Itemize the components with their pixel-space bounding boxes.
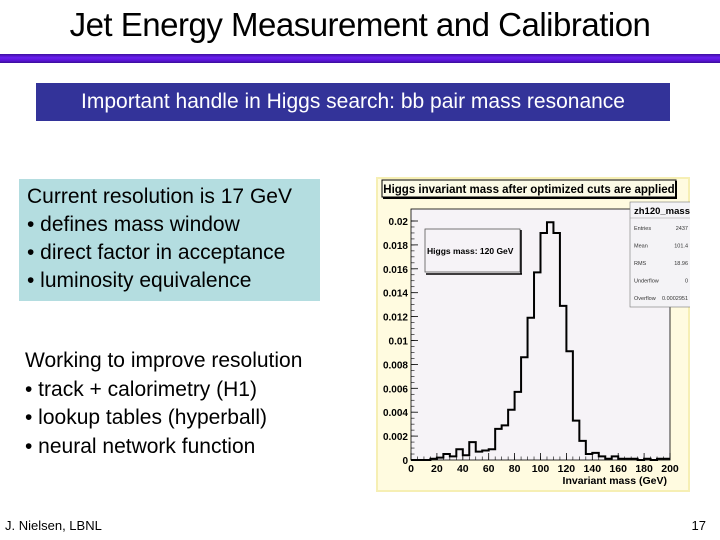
y-tick-label: 0.02: [389, 217, 409, 228]
x-tick-label: 60: [483, 463, 495, 475]
stats-value: 0: [685, 279, 688, 285]
x-tick-label: 180: [635, 463, 653, 475]
x-tick-label: 40: [457, 463, 469, 475]
improvement-heading: Working to improve resolution: [25, 349, 303, 372]
stats-box: zh120_mass Entries 2437 Mean 101.4 RMS 18.96 U…: [629, 201, 690, 308]
x-tick-label: 160: [609, 463, 627, 475]
annotation-text: Higgs mass: 120 GeV: [427, 246, 514, 256]
page-number: 17: [691, 518, 706, 533]
x-tick-label: 140: [584, 463, 602, 475]
bullet-item: • lookup tables (hyperball): [25, 406, 267, 429]
chart-title: Higgs invariant mass after optimized cut…: [383, 184, 674, 196]
x-tick-label: 80: [509, 463, 521, 475]
stats-name: zh120_mass: [634, 206, 690, 217]
stats-value: 2437: [676, 226, 688, 232]
bullet-item: • track + calorimetry (H1): [25, 377, 257, 401]
y-tick-label: 0.012: [383, 313, 408, 324]
footer-author: J. Nielsen, LBNL: [5, 518, 102, 533]
y-tick-label: 0.01: [389, 337, 409, 348]
y-tick-label: 0.016: [383, 265, 408, 276]
x-tick-label: 200: [661, 463, 679, 475]
y-tick-label: 0.018: [383, 241, 408, 252]
histogram-chart: Higgs invariant mass after optimized cut…: [376, 177, 690, 492]
histogram-line: [411, 221, 670, 461]
x-tick-label: 100: [532, 463, 550, 475]
stats-label: RMS: [634, 261, 647, 267]
stats-label: Underflow: [634, 279, 659, 285]
y-tick-label: 0.004: [383, 408, 408, 419]
histogram-canvas: Higgs invariant mass after optimized cut…: [381, 179, 690, 487]
x-tick-label: 0: [408, 463, 414, 475]
resolution-heading: Current resolution is 17 GeV: [27, 185, 292, 208]
title-divider: [0, 54, 720, 63]
stats-label: Overflow: [634, 296, 656, 302]
stats-label: Mean: [634, 244, 648, 250]
y-tick-label: 0.006: [383, 384, 408, 395]
x-tick-label: 20: [431, 463, 443, 475]
slide-title: Jet Energy Measurement and Calibration: [69, 6, 651, 43]
y-tick-label: 0: [402, 456, 408, 467]
bullet-item: • direct factor in acceptance: [27, 241, 286, 264]
y-tick-label: 0.014: [383, 289, 408, 300]
x-tick-label: 120: [558, 463, 576, 475]
bullet-item: • luminosity equivalence: [27, 269, 252, 292]
bullet-item: • neural network function: [25, 434, 256, 458]
stats-value: 0.0002951: [662, 296, 688, 302]
bullet-item: • defines mass window: [27, 213, 240, 236]
highlight-banner: Important handle in Higgs search: bb pai…: [36, 83, 670, 121]
stats-value: 18.96: [674, 261, 688, 267]
annotation-box: [424, 228, 521, 273]
stats-label: Entries: [634, 226, 651, 232]
y-tick-label: 0.002: [383, 432, 408, 443]
resolution-textbox: Current resolution is 17 GeV • defines m…: [19, 179, 320, 301]
y-tick-label: 0.008: [383, 360, 408, 371]
stats-value: 101.4: [674, 244, 688, 250]
x-axis-label: Invariant mass (GeV): [563, 475, 667, 487]
improvement-textbox: Working to improve resolution • track + …: [19, 343, 349, 463]
